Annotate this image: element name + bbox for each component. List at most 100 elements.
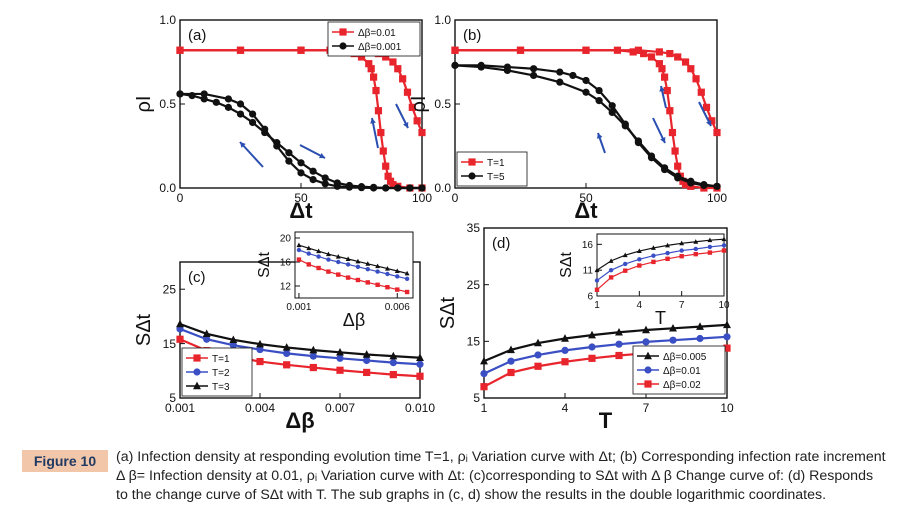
series-0-point — [389, 181, 397, 189]
series-1-point — [588, 343, 596, 351]
inset-series-2-point — [326, 251, 331, 257]
legend-label: T=3 — [212, 382, 230, 393]
y-axis-label: SΔt — [437, 296, 459, 329]
x-tick-label: 50 — [579, 191, 593, 205]
y-tick-label: 15 — [467, 335, 481, 349]
series-0-point — [615, 327, 623, 336]
arrow-head — [597, 133, 603, 139]
y-tick-label: 5 — [169, 391, 176, 405]
series-2-point — [582, 88, 590, 96]
series-0-point — [588, 330, 596, 339]
series-2-point — [608, 108, 616, 116]
series-3-point — [176, 90, 184, 98]
y-axis-label: ρI — [133, 96, 155, 113]
series-0-point — [507, 345, 515, 354]
inset-series-0-point — [395, 287, 400, 292]
inset-series-0-point — [665, 242, 670, 248]
inset-series-1-point — [375, 269, 380, 274]
series-3-point — [503, 63, 511, 71]
series-1-point — [413, 117, 421, 125]
inset-series-1-point — [637, 257, 642, 262]
y-tick-label: 20 — [280, 234, 292, 245]
series-3-point — [582, 76, 590, 85]
panel-a: 0 50 100 0.0 0.5 1.0 (a) Δt ρI Δβ=0.01 Δβ=0.001 — [133, 13, 432, 223]
inset-series-1-line — [596, 244, 725, 281]
direction-arrow — [698, 101, 712, 127]
series-3-point — [661, 165, 669, 174]
inset-series-2-point — [651, 259, 656, 265]
x-tick-label: 0.001 — [286, 302, 311, 313]
series-1-line — [179, 327, 421, 366]
series-1-point — [389, 359, 397, 367]
series-1-point — [176, 46, 184, 54]
series-1-line — [483, 335, 728, 375]
series-3-point — [394, 184, 402, 192]
inset-series-2-point — [693, 251, 698, 257]
arrow-head — [240, 142, 246, 148]
series-0-point — [674, 162, 682, 170]
inset-series-1-point — [651, 253, 656, 258]
series-1-point — [713, 128, 721, 137]
series-1-point — [582, 46, 590, 54]
series-1-point — [394, 65, 402, 73]
x-tick-label: 0.010 — [405, 401, 435, 415]
inset-series-0-point — [594, 267, 600, 273]
inset-series-1-point — [623, 261, 628, 267]
series-1-point — [687, 65, 695, 73]
inset-series-1-point — [306, 251, 311, 256]
series-1-point — [674, 53, 682, 61]
series-3-point — [249, 110, 257, 118]
series-1-point — [696, 334, 704, 343]
series-0-point — [365, 60, 373, 68]
series-1-point — [681, 58, 690, 66]
series-1-point — [256, 345, 264, 354]
inset-series-1-point — [679, 248, 684, 253]
legend-swatch-marker — [339, 28, 347, 36]
series-0-point — [663, 86, 671, 95]
series-2-point — [282, 343, 291, 351]
arrow-head — [370, 118, 376, 124]
inset-series-1-point — [296, 247, 302, 253]
series-2-point — [416, 353, 424, 361]
series-1-point — [336, 354, 344, 362]
series-0-point — [640, 50, 648, 58]
series-2-point — [723, 344, 731, 352]
y-tick-label: 12 — [280, 282, 292, 293]
series-3-point — [595, 86, 603, 95]
x-tick-label: 10 — [720, 401, 734, 415]
x-tick-label: 10 — [718, 300, 730, 311]
arrow-head — [403, 122, 409, 128]
y-tick-label: 16 — [280, 258, 292, 269]
series-0-point — [379, 147, 387, 155]
inset-series-1-point — [693, 246, 698, 252]
inset-panel-3: 1 4 7 10 6 11 16 T SΔt — [558, 233, 730, 328]
series-1-point — [480, 370, 488, 378]
series-2-point — [212, 98, 220, 106]
panel-letter: (a) — [188, 27, 206, 44]
x-tick-label: 0.006 — [385, 302, 410, 313]
inset-series-0-point — [404, 289, 410, 295]
series-0-point — [681, 181, 690, 189]
series-2-point — [507, 368, 515, 377]
inset-y-axis-label: SΔt — [558, 252, 575, 278]
inset-series-0-point — [721, 236, 727, 242]
inset-series-2-point — [316, 248, 322, 254]
inset-series-0-point — [679, 240, 685, 246]
series-1-point — [516, 46, 525, 54]
inset-series-2-point — [306, 245, 312, 251]
series-0-point — [655, 60, 663, 68]
series-2-point — [256, 339, 264, 348]
legend-swatch-marker — [193, 381, 201, 390]
inset-series-1-point — [355, 264, 361, 269]
series-3-point — [382, 184, 390, 192]
series-0-point — [363, 368, 371, 377]
series-1-point — [229, 341, 237, 349]
x-axis-label: Δt — [574, 198, 598, 223]
series-2-point — [224, 103, 232, 111]
panel-letter: (b) — [463, 27, 481, 44]
x-axis-label: Δβ — [285, 408, 314, 433]
x-tick-label: 100 — [707, 191, 727, 205]
legend-label: Δβ=0.005 — [663, 352, 707, 363]
inset-series-1-point — [665, 250, 670, 256]
